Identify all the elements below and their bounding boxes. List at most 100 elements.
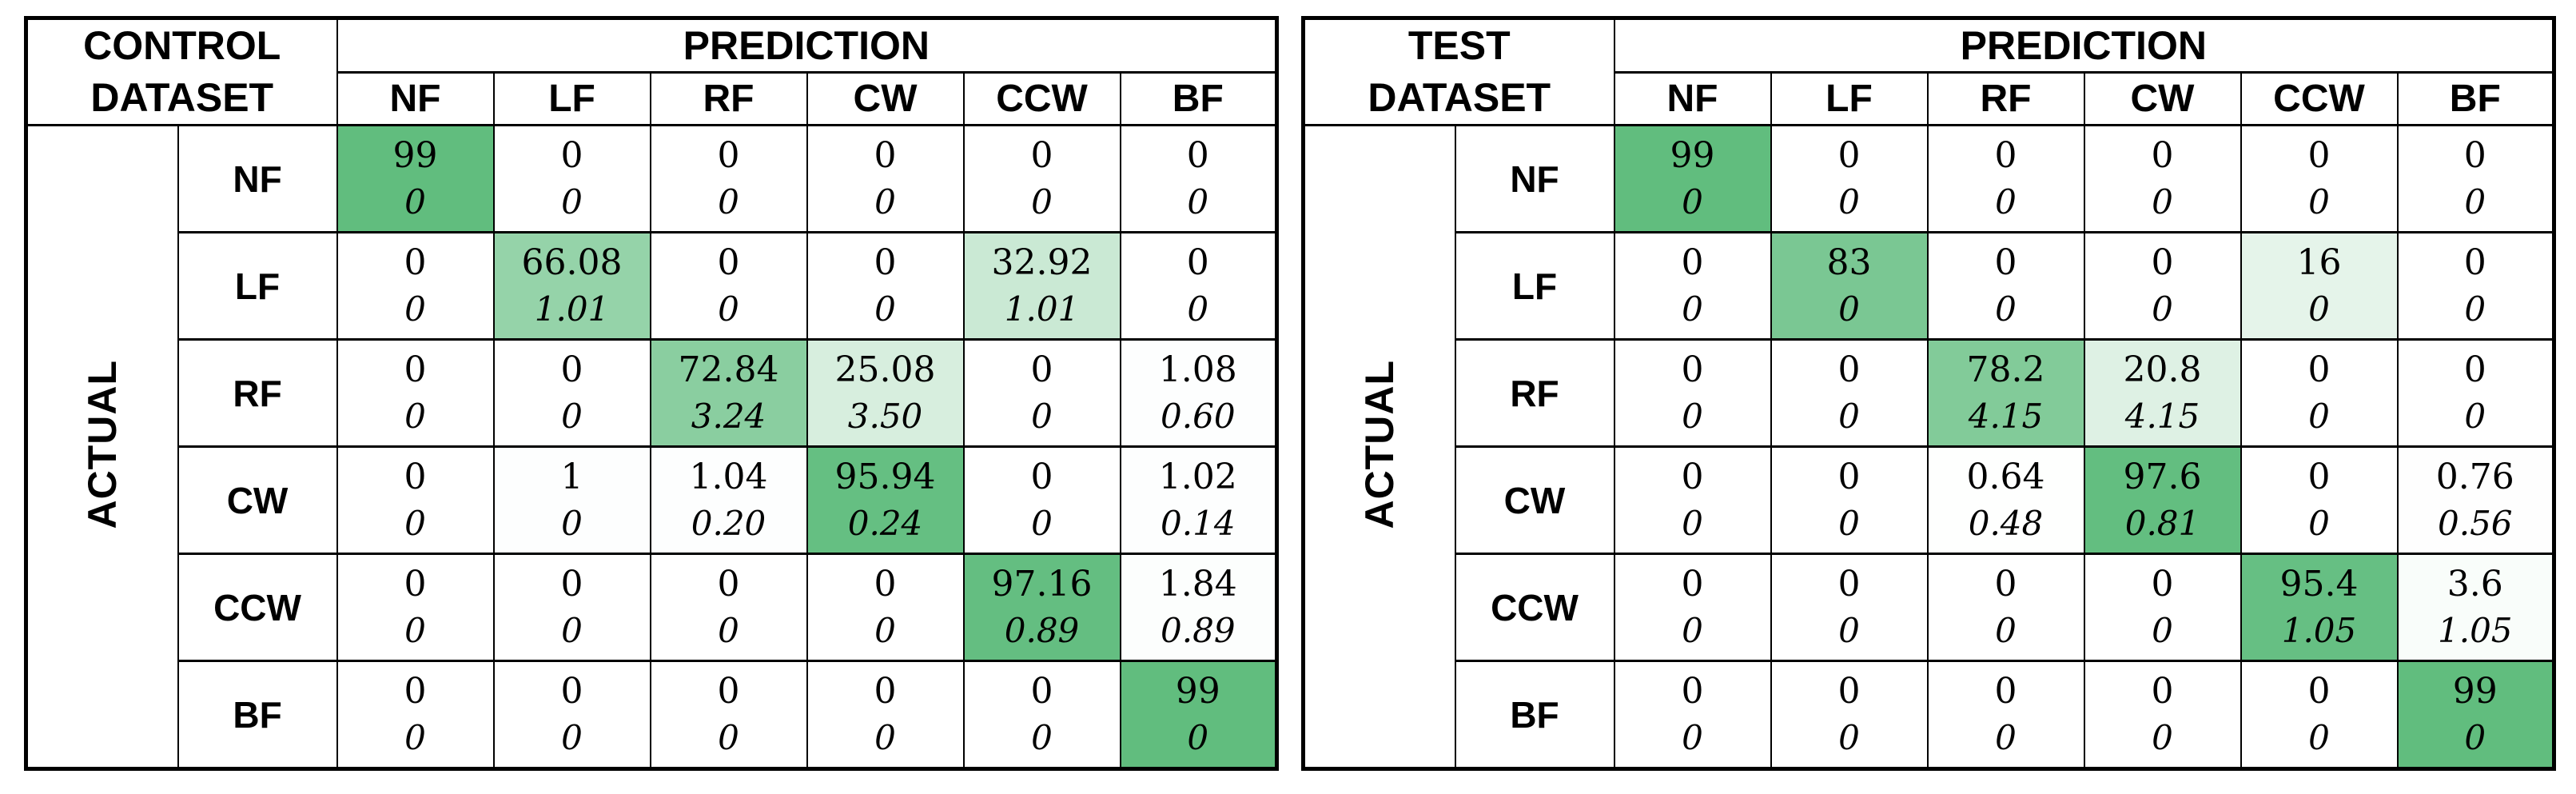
matrix-cell-ccw-ccw: 95.4 1.05 bbox=[2240, 553, 2399, 662]
cell-mean-value: 0 bbox=[404, 457, 427, 497]
cell-mean-value: 66.08 bbox=[521, 242, 623, 283]
column-header-rf: RF bbox=[1926, 71, 2085, 126]
matrix-cell-lf-lf: 66.08 1.01 bbox=[492, 231, 651, 341]
cell-std-value: 0.56 bbox=[2438, 504, 2513, 543]
cell-mean-value: 0 bbox=[560, 671, 583, 712]
table-title-line: DATASET bbox=[1368, 75, 1551, 120]
cell-mean-value: 0 bbox=[1681, 671, 1704, 712]
cell-mean-value: 0 bbox=[874, 135, 897, 176]
column-header-nf: NF bbox=[336, 71, 495, 126]
cell-mean-value: 0 bbox=[2307, 135, 2331, 176]
cell-std-value: 0 bbox=[2308, 289, 2330, 329]
column-header-ccw: CCW bbox=[962, 71, 1121, 126]
cell-std-value: 0.24 bbox=[847, 504, 923, 543]
matrix-cell-ccw-ccw: 97.16 0.89 bbox=[962, 553, 1121, 662]
cell-mean-value: 0 bbox=[1030, 671, 1053, 712]
cell-std-value: 0 bbox=[1838, 397, 1860, 436]
cell-mean-value: 0 bbox=[1030, 349, 1053, 390]
cell-std-value: 0 bbox=[1031, 182, 1053, 221]
cell-mean-value: 0 bbox=[1994, 242, 2017, 283]
cell-mean-value: 1.04 bbox=[689, 457, 768, 497]
cell-std-value: 0 bbox=[561, 504, 583, 543]
matrix-cell-bf-bf: 99 0 bbox=[2396, 660, 2555, 770]
matrix-cell-rf-cw: 20.8 4.15 bbox=[2083, 338, 2242, 448]
table-title-line: DATASET bbox=[90, 75, 274, 120]
matrix-cell-rf-cw: 25.08 3.50 bbox=[806, 338, 965, 448]
cell-mean-value: 0 bbox=[404, 349, 427, 390]
cell-std-value: 0 bbox=[2308, 182, 2330, 221]
cell-std-value: 0 bbox=[2152, 289, 2173, 329]
cell-std-value: 0 bbox=[1682, 718, 1703, 757]
cell-mean-value: 0 bbox=[1994, 671, 2017, 712]
row-header-rf: RF bbox=[1454, 338, 1615, 448]
matrix-cell-rf-rf: 78.2 4.15 bbox=[1926, 338, 2085, 448]
cell-mean-value: 99 bbox=[1175, 671, 1220, 712]
cell-std-value: 0.89 bbox=[1161, 611, 1236, 650]
cell-mean-value: 0 bbox=[2151, 671, 2174, 712]
cell-mean-value: 0 bbox=[560, 564, 583, 604]
cell-std-value: 0.81 bbox=[2124, 504, 2200, 543]
row-header-bf: BF bbox=[1454, 660, 1615, 770]
cell-mean-value: 0 bbox=[2151, 135, 2174, 176]
cell-mean-value: 20.8 bbox=[2123, 349, 2202, 390]
cell-std-value: 1.05 bbox=[2281, 611, 2357, 650]
cell-mean-value: 0 bbox=[717, 671, 740, 712]
cell-mean-value: 32.92 bbox=[991, 242, 1093, 283]
matrix-cell-ccw-bf: 3.6 1.05 bbox=[2396, 553, 2555, 662]
cell-mean-value: 0 bbox=[2307, 671, 2331, 712]
cell-std-value: 0 bbox=[1187, 182, 1209, 221]
cell-std-value: 4.15 bbox=[2124, 397, 2200, 436]
matrix-cell-cw-rf: 1.04 0.20 bbox=[649, 445, 808, 555]
row-header-bf: BF bbox=[177, 660, 338, 770]
cell-mean-value: 0 bbox=[1994, 564, 2017, 604]
column-header-nf: NF bbox=[1613, 71, 1772, 126]
cell-std-value: 0.48 bbox=[1968, 504, 2044, 543]
cell-std-value: 0 bbox=[1031, 504, 1053, 543]
actual-axis-label-text: ACTUAL bbox=[1357, 360, 1403, 529]
cell-std-value: 0.20 bbox=[691, 504, 766, 543]
cell-mean-value: 97.16 bbox=[991, 564, 1093, 604]
matrix-cell-lf-lf: 83 0 bbox=[1770, 231, 1929, 341]
column-header-ccw: CCW bbox=[2240, 71, 2399, 126]
matrix-cell-ccw-bf: 1.84 0.89 bbox=[1119, 553, 1278, 662]
matrix-cell-cw-bf: 0.76 0.56 bbox=[2396, 445, 2555, 555]
cell-mean-value: 0 bbox=[1837, 457, 1861, 497]
matrix-cell-lf-ccw: 32.92 1.01 bbox=[962, 231, 1121, 341]
cell-mean-value: 0 bbox=[2463, 242, 2486, 283]
matrix-cell-nf-nf: 99 0 bbox=[336, 124, 495, 233]
column-header-rf: RF bbox=[649, 71, 808, 126]
cell-std-value: 0 bbox=[1682, 611, 1703, 650]
control-dataset-confusion-matrix: CONTROL DATASET PREDICTION NF LF RF CW CCW BF ACT… bbox=[24, 16, 1280, 771]
cell-std-value: 0 bbox=[1187, 718, 1209, 757]
cell-std-value: 4.15 bbox=[1968, 397, 2044, 436]
cell-mean-value: 1.08 bbox=[1158, 349, 1237, 390]
row-header-rf: RF bbox=[177, 338, 338, 448]
cell-mean-value: 0 bbox=[2151, 242, 2174, 283]
cell-mean-value: 0 bbox=[874, 564, 897, 604]
cell-mean-value: 99 bbox=[2452, 671, 2498, 712]
matrix-cell-rf-rf: 72.84 3.24 bbox=[649, 338, 808, 448]
